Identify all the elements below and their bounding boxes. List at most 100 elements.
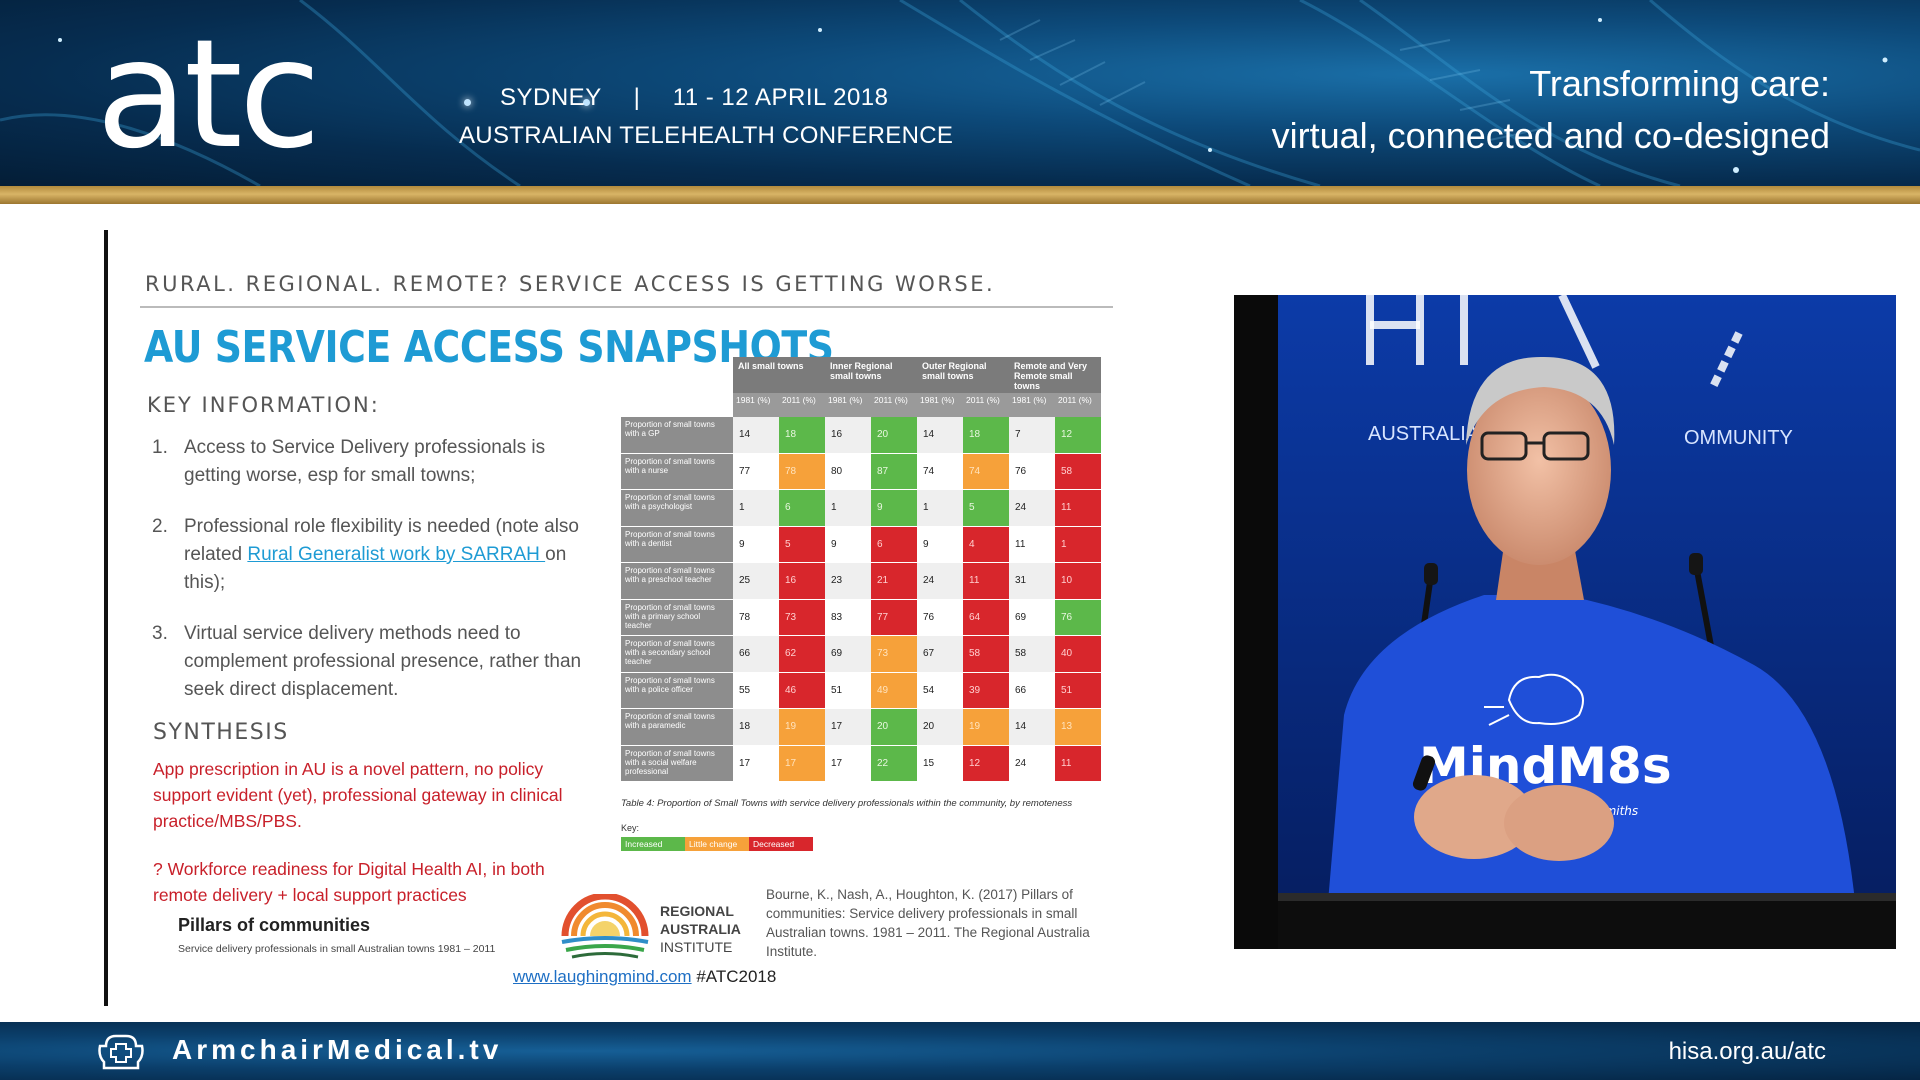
table-cell: 4 bbox=[963, 526, 1009, 563]
table-cell: 23 bbox=[825, 563, 871, 600]
table-cell: 5 bbox=[963, 490, 1009, 527]
table-cell: 19 bbox=[963, 709, 1009, 746]
table-cell: 21 bbox=[871, 563, 917, 600]
conference-dates: 11 - 12 APRIL 2018 bbox=[672, 84, 889, 111]
conference-banner: atc SYDNEY | 11 - 12 APRIL 2018 AUSTRALI… bbox=[0, 0, 1920, 186]
table-cell: 9 bbox=[917, 527, 963, 563]
table-key-item: Increased bbox=[621, 837, 685, 851]
table-cell: 76 bbox=[1055, 599, 1101, 636]
table-cell: 11 bbox=[1055, 745, 1101, 782]
table-cell: 14 bbox=[1009, 709, 1055, 746]
table-row-label: Proportion of small towns with a GP bbox=[621, 417, 733, 454]
table-cell: 16 bbox=[825, 417, 871, 454]
table-cell: 69 bbox=[1009, 600, 1055, 636]
rai-line3: INSTITUTE bbox=[660, 939, 733, 955]
table-cell: 24 bbox=[917, 563, 963, 600]
rai-name: REGIONAL AUSTRALIA INSTITUTE bbox=[660, 902, 741, 956]
table-cell: 77 bbox=[871, 599, 917, 636]
table-cell: 58 bbox=[1009, 636, 1055, 673]
table-cell: 64 bbox=[963, 599, 1009, 636]
table-cell: 55 bbox=[733, 673, 779, 709]
table-key-label: Key: bbox=[621, 823, 640, 833]
table-cell: 1 bbox=[917, 490, 963, 527]
table-cell: 6 bbox=[871, 526, 917, 563]
backdrop-text-2: OMMUNITY bbox=[1684, 427, 1793, 449]
table-row-label: Proportion of small towns with a prescho… bbox=[621, 563, 733, 600]
table-cell: 1 bbox=[733, 490, 779, 527]
table-cell: 69 bbox=[825, 636, 871, 673]
table-cell: 17 bbox=[825, 709, 871, 746]
table-cell: 49 bbox=[871, 672, 917, 709]
table-cell: 77 bbox=[733, 454, 779, 490]
table-cell: 12 bbox=[963, 745, 1009, 782]
table-year-header: 1981 (%) bbox=[733, 393, 779, 417]
table-cell: 39 bbox=[963, 672, 1009, 709]
table-cell: 11 bbox=[1009, 527, 1055, 563]
table-cell: 9 bbox=[733, 527, 779, 563]
table-cell: 18 bbox=[733, 709, 779, 746]
table-cell: 5 bbox=[779, 526, 825, 563]
bottom-bar: ArmchairMedical.tv hisa.org.au/atc bbox=[0, 1022, 1920, 1080]
table-row-label: Proportion of small towns with a paramed… bbox=[621, 709, 733, 746]
separator: | bbox=[633, 84, 641, 111]
table-cell: 6 bbox=[779, 490, 825, 527]
table-year-header: 2011 (%) bbox=[871, 393, 917, 417]
table-year-header: 1981 (%) bbox=[917, 393, 963, 417]
table-cell: 16 bbox=[779, 563, 825, 600]
table-year-header: 2011 (%) bbox=[1055, 393, 1101, 417]
conference-tagline: Transforming care: virtual, connected an… bbox=[1272, 58, 1830, 162]
table-cell: 25 bbox=[733, 563, 779, 600]
table-cell: 20 bbox=[871, 417, 917, 454]
point-number: 2. bbox=[152, 516, 168, 537]
table-row-label: Proportion of small towns with a seconda… bbox=[621, 636, 733, 673]
table-cell: 9 bbox=[871, 490, 917, 527]
table-cell: 18 bbox=[963, 417, 1009, 454]
table-cell: 73 bbox=[871, 636, 917, 673]
decorative-dot bbox=[464, 99, 471, 106]
rural-generalist-link[interactable]: Rural Generalist work by SARRAH bbox=[247, 544, 546, 565]
table-caption: Table 4: Proportion of Small Towns with … bbox=[621, 798, 1073, 809]
table-cell: 62 bbox=[779, 636, 825, 673]
table-cell: 17 bbox=[779, 745, 825, 782]
armchair-medical-brand: ArmchairMedical.tv bbox=[172, 1034, 503, 1065]
table-cell: 1 bbox=[1055, 526, 1101, 563]
table-cell: 67 bbox=[917, 636, 963, 673]
table-cell: 54 bbox=[917, 673, 963, 709]
table-cell: 14 bbox=[917, 417, 963, 454]
table-cell: 74 bbox=[963, 453, 1009, 490]
table-cell: 22 bbox=[871, 745, 917, 782]
laughingmind-link[interactable]: www.laughingmind.com bbox=[513, 967, 692, 986]
table-cell: 74 bbox=[917, 454, 963, 490]
hashtag: #ATC2018 bbox=[691, 967, 777, 986]
table-year-header: 2011 (%) bbox=[963, 393, 1009, 417]
point-text: Access to Service Delivery professionals… bbox=[184, 437, 546, 486]
table-cell: 66 bbox=[1009, 673, 1055, 709]
slide-footer: www.laughingmind.com #ATC2018 bbox=[513, 967, 776, 987]
table-year-header: 2011 (%) bbox=[779, 393, 825, 417]
gold-divider bbox=[0, 186, 1920, 204]
table-cell: 76 bbox=[1009, 454, 1055, 490]
table-cell: 17 bbox=[733, 746, 779, 782]
table-cell: 66 bbox=[733, 636, 779, 673]
conference-date-line: SYDNEY | 11 - 12 APRIL 2018 bbox=[500, 84, 889, 112]
table-cell: 14 bbox=[733, 417, 779, 454]
table-cell: 18 bbox=[779, 417, 825, 454]
table-cell: 10 bbox=[1055, 563, 1101, 600]
table-group-header: All small towns bbox=[733, 357, 825, 393]
table-group-header: Outer Regional small towns bbox=[917, 357, 1009, 393]
synthesis-text: App prescription in AU is a novel patter… bbox=[153, 759, 563, 831]
table-cell: 87 bbox=[871, 453, 917, 490]
table-cell: 13 bbox=[1055, 709, 1101, 746]
point-text: Professional role flexibility is needed … bbox=[184, 513, 584, 597]
table-cell: 12 bbox=[1055, 417, 1101, 454]
table-key-item: Little change bbox=[685, 837, 749, 851]
rai-line1: REGIONAL bbox=[660, 903, 734, 919]
table-cell: 58 bbox=[963, 636, 1009, 673]
table-year-header: 1981 (%) bbox=[825, 393, 871, 417]
speaker-video: AUSTRALIA'S D OMMUNITY MindM8s TherapeuT… bbox=[1234, 295, 1896, 949]
key-information-heading: KEY INFORMATION: bbox=[147, 393, 380, 417]
dna-background-graphic bbox=[0, 0, 1920, 186]
table-cell: 19 bbox=[779, 709, 825, 746]
table-cell: 1 bbox=[825, 490, 871, 527]
table-cell: 46 bbox=[779, 672, 825, 709]
